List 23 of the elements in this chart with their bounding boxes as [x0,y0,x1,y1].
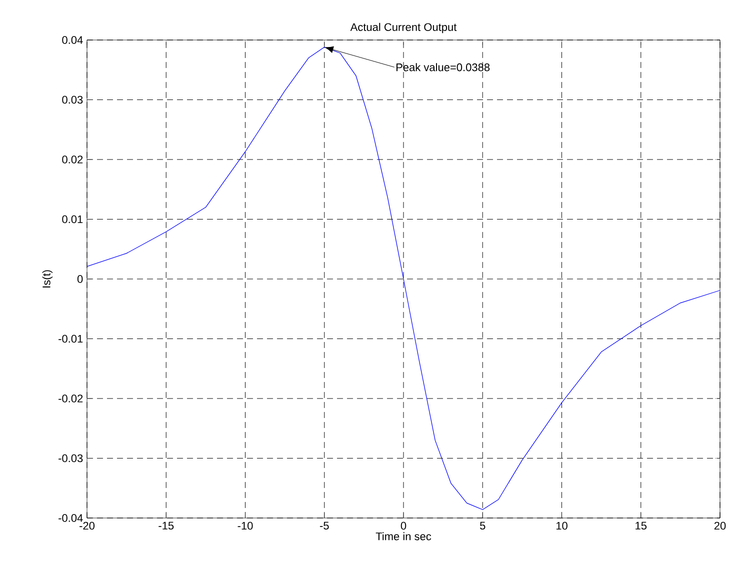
x-tick-label: -20 [80,522,95,530]
x-tick-label: -10 [238,522,253,530]
chart-title: Actual Current Output [350,22,457,34]
y-tick-label: 0.02 [62,156,83,164]
annotation: Peak value=0.0388 [396,63,490,72]
y-tick-label: 0.01 [62,215,83,224]
x-tick-label: 10 [556,522,568,530]
x-tick-label: 20 [714,522,726,530]
line-series [87,46,720,510]
y-tick-label: -0.03 [58,454,83,462]
x-axis-title: Time in sec [376,532,432,540]
y-tick-label: -0.02 [58,394,83,402]
y-tick-label: -0.01 [58,334,83,343]
y-tick-label: 0.04 [62,36,83,44]
x-tick-label: -15 [158,522,174,530]
y-tick-label: -0.04 [58,514,83,522]
y-tick-label: 0.03 [62,96,83,104]
y-axis-title: Is(t) [42,270,53,288]
x-tick-label: 0 [400,522,406,530]
x-tick-label: -5 [320,522,329,530]
y-tick-label: 0 [77,275,83,283]
x-tick-label: 5 [480,522,486,530]
x-tick-label: 15 [636,522,647,530]
